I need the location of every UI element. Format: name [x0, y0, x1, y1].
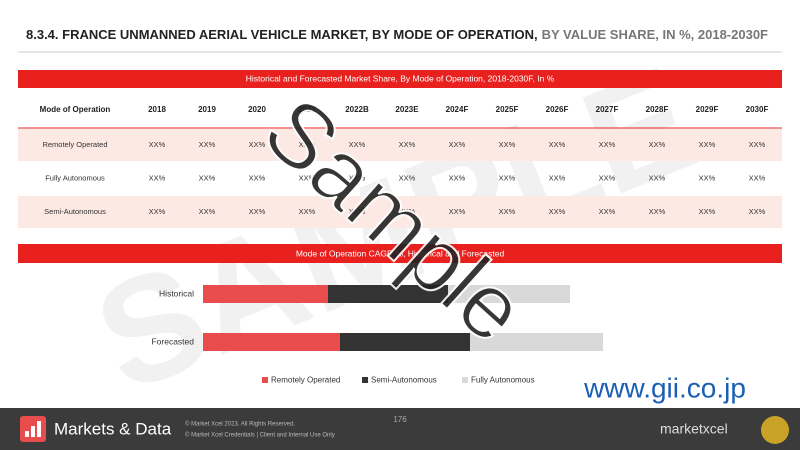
footer-badge — [761, 416, 789, 444]
footer-bar — [0, 408, 800, 450]
table-cell: XX% — [499, 207, 516, 216]
table-cell: XX% — [399, 207, 416, 216]
table-cell: XX% — [549, 207, 566, 216]
table-cell: XX% — [699, 173, 716, 182]
table-cell: XX% — [349, 207, 366, 216]
table-cell: XX% — [249, 173, 266, 182]
table-cell: XX% — [499, 173, 516, 182]
title-sub: BY VALUE SHARE, IN %, 2018-2030F — [542, 27, 768, 42]
row-band — [18, 196, 782, 228]
footer-line: © Market Xcel 2023. All Rights Reserved. — [185, 421, 295, 428]
column-header: 2026F — [546, 105, 569, 114]
column-header: 2020 — [248, 105, 266, 114]
table-cell: XX% — [149, 207, 166, 216]
column-header: 2025F — [496, 105, 519, 114]
table-cell: XX% — [249, 207, 266, 216]
table-cell: XX% — [549, 140, 566, 149]
table-cell: XX% — [549, 173, 566, 182]
table-cell: XX% — [199, 173, 216, 182]
table-cell: XX% — [149, 140, 166, 149]
column-header: 2028F — [646, 105, 669, 114]
table-title: Historical and Forecasted Market Share, … — [246, 73, 555, 83]
table-cell: XX% — [249, 140, 266, 149]
table-cell: XX% — [449, 173, 466, 182]
table-cell: XX% — [599, 207, 616, 216]
table-cell: XX% — [299, 140, 316, 149]
table-cell: XX% — [699, 140, 716, 149]
table-cell: XX% — [199, 207, 216, 216]
table-cell: XX% — [599, 140, 616, 149]
legend-label: Remotely Operated — [271, 376, 340, 385]
column-header: 2029F — [696, 105, 719, 114]
table-title-bar — [18, 70, 782, 88]
page-number: 176 — [393, 415, 407, 424]
column-header: 2019 — [198, 105, 216, 114]
footer-line: © Market Xcel Credentials | Client and I… — [185, 432, 335, 439]
column-header: 2018 — [148, 105, 166, 114]
bar-segment — [328, 285, 448, 303]
table-cell: XX% — [649, 173, 666, 182]
table-cell: XX% — [499, 140, 516, 149]
footer-brand: Markets & Data — [54, 419, 172, 438]
table-cell: Fully Autonomous — [45, 173, 105, 182]
legend-label: Fully Autonomous — [471, 376, 535, 385]
table-cell: XX% — [649, 140, 666, 149]
table-cell: XX% — [149, 173, 166, 182]
table-cell: XX% — [299, 173, 316, 182]
column-header: 2021 — [298, 105, 316, 114]
table-cell: XX% — [649, 207, 666, 216]
table-cell: XX% — [399, 140, 416, 149]
legend-label: Semi-Autonomous — [371, 376, 437, 385]
page-title: 8.3.4. FRANCE UNMANNED AERIAL VEHICLE MA… — [26, 27, 768, 42]
column-header: 2023E — [395, 105, 419, 114]
bar-segment — [448, 285, 570, 303]
table-cell: XX% — [299, 207, 316, 216]
column-header: 2024F — [446, 105, 469, 114]
category-label: Forecasted — [151, 336, 194, 346]
table-cell: XX% — [449, 140, 466, 149]
chart-title-bar — [18, 244, 782, 263]
column-header: 2022B — [345, 105, 369, 114]
footer-logo: marketxcel — [660, 421, 728, 437]
column-header: 2030F — [746, 105, 769, 114]
bar-segment — [203, 333, 340, 351]
legend-swatch — [462, 377, 468, 383]
title-main: 8.3.4. FRANCE UNMANNED AERIAL VEHICLE MA… — [26, 27, 538, 42]
row-band — [18, 129, 782, 161]
column-header: 2027F — [596, 105, 619, 114]
legend-swatch — [262, 377, 268, 383]
table-cell: XX% — [349, 173, 366, 182]
bar-segment — [470, 333, 603, 351]
table-cell: XX% — [749, 207, 766, 216]
table-cell: XX% — [399, 173, 416, 182]
table-cell: XX% — [199, 140, 216, 149]
table-cell: XX% — [699, 207, 716, 216]
table-cell: Remotely Operated — [42, 140, 107, 149]
bar-segment — [340, 333, 470, 351]
watermark-site: www.gii.co.jp — [583, 372, 746, 403]
table-cell: XX% — [749, 140, 766, 149]
column-header: Mode of Operation — [40, 105, 111, 114]
chart-title: Mode of Operation CAGR %, Historical and… — [296, 248, 505, 258]
table-cell: XX% — [749, 173, 766, 182]
table-cell: Semi-Autonomous — [44, 207, 106, 216]
bar-segment — [203, 285, 328, 303]
content: Mode of Operation 2018 2019 2020 2021 2022B 20… — [18, 105, 782, 385]
footer-logo-bars — [25, 421, 41, 437]
legend-swatch — [362, 377, 368, 383]
table-cell: XX% — [599, 173, 616, 182]
category-label: Historical — [159, 288, 194, 298]
table-cell: XX% — [349, 140, 366, 149]
table-cell: XX% — [449, 207, 466, 216]
